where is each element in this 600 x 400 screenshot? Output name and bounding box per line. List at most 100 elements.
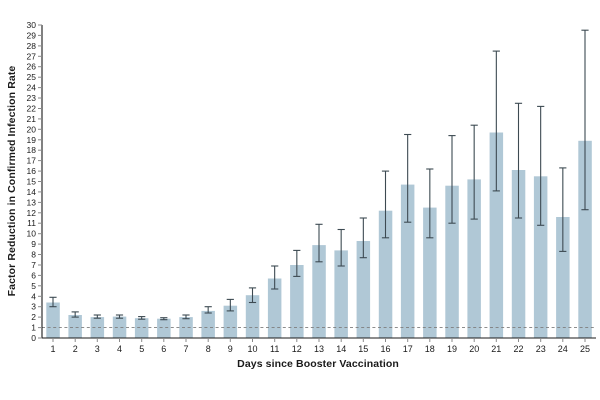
x-tick-label: 12 [292,344,302,354]
y-tick-label: 28 [27,41,37,51]
x-tick-label: 23 [536,344,546,354]
bar-day-11 [267,278,282,338]
bar-day-5 [134,318,149,338]
error-bar-day-6 [160,317,168,321]
x-tick-label: 20 [469,344,479,354]
x-tick-label: 14 [336,344,346,354]
y-tick-label: 13 [27,197,37,207]
x-tick-label: 17 [403,344,413,354]
x-tick-label: 1 [50,344,55,354]
bar-day-12 [290,265,304,338]
y-tick-label: 26 [27,62,37,72]
error-bar-day-2 [71,311,79,318]
error-bar-day-14 [337,228,345,267]
error-bar-day-25 [581,29,589,211]
y-tick-label: 11 [27,218,36,228]
y-tick-label: 10 [27,229,37,239]
x-tick-label: 8 [206,344,211,354]
y-tick-label: 4 [31,291,36,301]
x-tick-label: 3 [95,344,100,354]
y-tick-label: 12 [27,208,37,218]
bar-day-1 [46,302,60,338]
error-bar-day-10 [248,287,257,304]
y-tick-label: 0 [31,333,36,343]
x-tick-label: 22 [513,344,523,354]
x-tick-label: 25 [580,344,590,354]
error-bar-day-7 [182,314,190,320]
x-tick-label: 21 [491,344,501,354]
x-tick-label: 10 [247,344,257,354]
bar-day-15 [356,241,371,338]
x-tick-label: 7 [183,344,188,354]
x-tick-label: 19 [447,344,457,354]
y-tick-label: 7 [31,260,36,270]
y-tick-label: 15 [27,177,37,187]
y-tick-label: 5 [31,281,36,291]
x-tick-label: 13 [314,344,324,354]
bar-day-19 [445,185,459,338]
error-bar-day-24 [559,167,567,252]
bar-day-2 [68,315,82,338]
error-bar-day-11 [271,265,279,290]
error-bar-day-1 [49,296,57,308]
error-bar-day-15 [359,217,367,259]
x-tick-label: 16 [380,344,390,354]
y-tick-label: 6 [31,270,36,280]
error-bar-day-23 [537,105,545,226]
y-tick-label: 29 [27,30,37,40]
y-tick-label: 21 [27,114,37,124]
y-axis-title: Factor Reduction in Confirmed Infection … [6,65,18,297]
y-tick-label: 23 [27,93,37,103]
x-tick-label: 24 [558,344,568,354]
x-tick-label: 4 [117,344,122,354]
x-tick-label: 18 [425,344,435,354]
error-bar-day-22 [514,102,523,219]
bar-day-9 [223,305,238,338]
x-tick-label: 9 [228,344,233,354]
error-bar-day-4 [115,314,124,319]
bar-day-22 [511,170,526,338]
error-bar-day-19 [448,135,456,224]
error-bar-day-21 [492,50,500,192]
y-tick-label: 2 [31,312,36,322]
bar-day-25 [578,140,592,338]
bar-day-16 [378,210,393,338]
y-tick-label: 16 [27,166,37,176]
x-tick-label: 6 [161,344,166,354]
error-bar-day-8 [204,306,212,314]
bar-day-24 [556,217,570,338]
bar-day-3 [90,317,105,338]
bar-day-21 [489,132,504,338]
y-tick-label: 8 [31,250,36,260]
y-tick-label: 14 [27,187,37,197]
x-tick-label: 5 [139,344,144,354]
y-tick-label: 9 [31,239,36,249]
y-tick-label: 30 [27,20,37,30]
x-tick-label: 15 [358,344,368,354]
x-axis-title: Days since Booster Vaccination [237,358,399,370]
y-tick-label: 3 [31,302,36,312]
error-bar-day-9 [226,298,234,312]
bar-day-23 [533,176,548,338]
y-tick-label: 17 [27,156,37,166]
y-tick-label: 25 [27,72,37,82]
error-bar-day-13 [315,223,323,263]
y-tick-label: 1 [31,323,36,333]
bar-day-18 [423,207,437,338]
y-tick-label: 19 [27,135,37,145]
bar-day-14 [334,250,348,338]
bar-day-8 [201,310,215,338]
y-tick-label: 20 [27,124,37,134]
bar-day-13 [312,245,326,338]
x-tick-label: 2 [73,344,78,354]
x-tick-label: 11 [270,344,279,354]
error-bar-day-20 [470,124,478,220]
error-bar-day-12 [293,249,301,277]
y-tick-label: 27 [27,51,37,61]
bar-day-17 [400,184,415,338]
error-bar-day-16 [381,170,390,239]
bar-day-7 [179,317,193,338]
y-tick-label: 24 [27,83,37,93]
